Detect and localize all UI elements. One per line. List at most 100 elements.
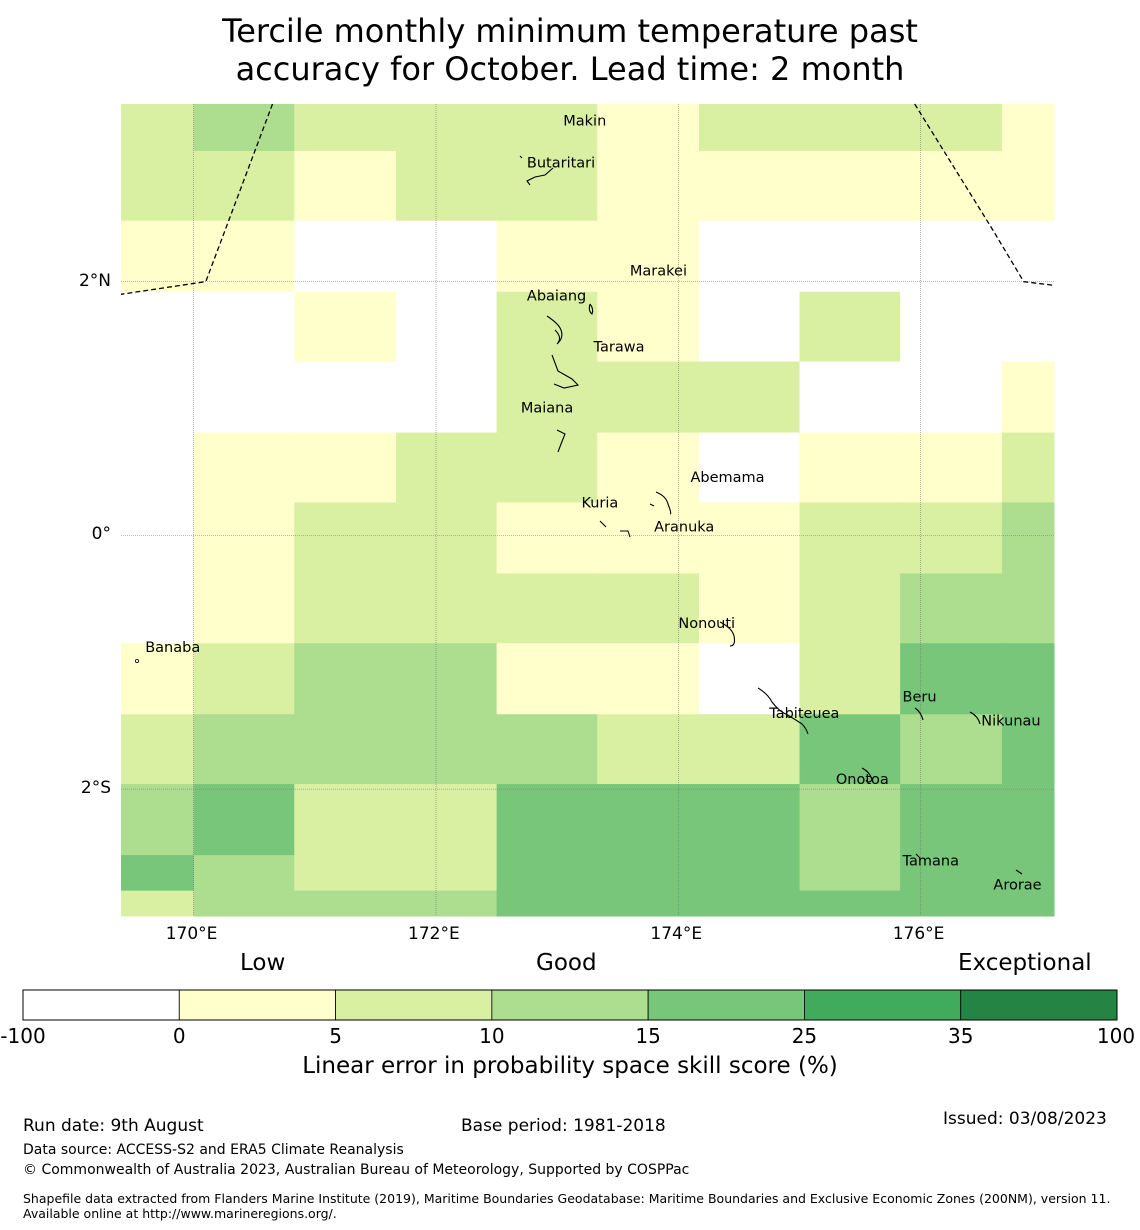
colorbar-segment — [178, 989, 336, 1021]
grid-cell — [597, 714, 700, 785]
grid-cell — [396, 104, 498, 152]
island-outlines — [134, 155, 1023, 875]
grid-cell — [496, 573, 598, 644]
place-label: Tamana — [902, 853, 959, 869]
copyright: © Commonwealth of Australia 2023, Austra… — [23, 1162, 690, 1178]
grid-cell — [1001, 432, 1055, 503]
grid-cell — [193, 890, 295, 917]
grid-cell — [396, 714, 498, 785]
grid-cell — [1001, 150, 1055, 222]
grid-cell — [121, 291, 195, 363]
grid-cell — [597, 502, 700, 574]
grid-cell — [799, 784, 901, 856]
island-outline — [757, 687, 809, 735]
grid-cell — [1001, 361, 1055, 434]
grid-cell — [193, 714, 295, 785]
place-label: Abaiang — [527, 289, 586, 305]
grid-cell — [121, 784, 195, 856]
island-outline — [134, 659, 139, 664]
colorbar-segment — [335, 989, 493, 1021]
grid-cell — [1001, 855, 1055, 892]
grid-cell — [900, 502, 1003, 574]
island-outline — [599, 520, 631, 538]
grid-cell — [496, 104, 598, 152]
grid-cell — [193, 361, 295, 434]
grid-cell — [294, 150, 397, 222]
place-label: Onotoa — [836, 772, 889, 788]
grid-cell — [496, 502, 598, 574]
grid-cell — [396, 220, 498, 293]
grid-cell — [294, 291, 397, 363]
grid-cell — [396, 150, 498, 222]
grid-cell — [193, 220, 295, 293]
grid-cell — [597, 150, 700, 222]
place-label: Kuria — [581, 495, 618, 511]
grid-cell — [597, 784, 700, 856]
island-outline — [588, 303, 594, 315]
grid-cell — [193, 502, 295, 574]
grid-cell — [900, 291, 1003, 363]
grid-cell — [597, 643, 700, 715]
grid-cell — [121, 150, 195, 222]
colorbar — [22, 989, 1118, 1021]
grid-cell — [698, 150, 801, 222]
grid-cell — [496, 150, 598, 222]
colorbar-tick-label: 5 — [329, 1024, 342, 1048]
data-source: Data source: ACCESS-S2 and ERA5 Climate … — [23, 1142, 404, 1158]
grid-cell — [121, 573, 195, 644]
shapefile-credit: Shapefile data extracted from Flanders M… — [23, 1191, 1111, 1221]
grid-cell — [396, 855, 498, 892]
grid-cell — [121, 432, 195, 503]
grid-cell — [1001, 890, 1055, 917]
grid-cell — [193, 291, 295, 363]
grid-cell — [496, 291, 598, 363]
grid-cell — [698, 361, 801, 434]
grid-cell — [193, 104, 295, 152]
grid-cell — [698, 291, 801, 363]
island-outline — [556, 429, 566, 453]
grid-cell — [698, 104, 801, 152]
grid-cell — [294, 855, 397, 892]
place-label: Tabiteuea — [768, 706, 839, 722]
grid-cell — [496, 361, 598, 434]
run-date: Run date: 9th August — [23, 1116, 204, 1136]
grid-cell — [396, 361, 498, 434]
grid-cell — [396, 643, 498, 715]
grid-cell — [597, 573, 700, 644]
island-outline — [861, 767, 873, 783]
grid-cell — [698, 573, 801, 644]
colorbar-tick-label: 25 — [791, 1024, 818, 1048]
eez-boundary-line — [914, 103, 1055, 287]
grid-cell — [698, 855, 801, 892]
skill-grid — [121, 104, 1055, 917]
grid-cell — [799, 643, 901, 715]
grid-cell — [900, 104, 1003, 152]
island-outline — [649, 491, 672, 515]
colorbar-tick-label: 35 — [947, 1024, 974, 1048]
latitude-label: 0° — [91, 524, 111, 545]
eez-boundaries — [120, 103, 1055, 295]
grid-cell — [799, 890, 901, 917]
category-low: Low — [240, 950, 286, 976]
grid-cell — [900, 643, 1003, 715]
grid-cell — [294, 220, 397, 293]
grid-cell — [900, 150, 1003, 222]
longitude-label: 172°E — [408, 924, 460, 944]
base-period: Base period: 1981-2018 — [461, 1116, 666, 1136]
colorbar-tick-label: 10 — [479, 1024, 505, 1048]
grid-cell — [496, 643, 598, 715]
island-outline — [719, 621, 736, 647]
skill-map: Makin Butaritari Marakei Abaiang Tarawa Maian… — [120, 103, 1055, 917]
grid-cell — [799, 432, 901, 503]
island-outline — [1015, 869, 1023, 875]
place-label: Nonouti — [678, 616, 735, 632]
place-labels: Makin Butaritari Marakei Abaiang Tarawa Maian… — [145, 114, 1041, 894]
grid-cell — [294, 643, 397, 715]
colorbar-tick-label: 100 — [1096, 1024, 1136, 1048]
grid-cell — [193, 784, 295, 856]
place-label: Tarawa — [593, 339, 645, 355]
longitude-label: 170°E — [165, 924, 218, 944]
grid-cell — [1001, 502, 1055, 574]
grid-cell — [597, 220, 700, 293]
grid-cell — [121, 890, 195, 917]
